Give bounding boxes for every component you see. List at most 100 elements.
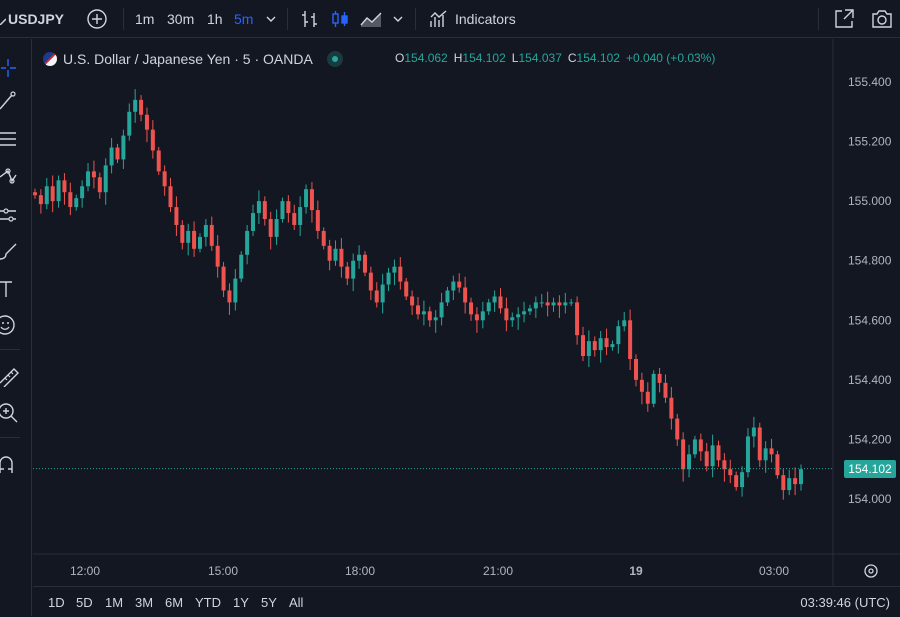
candle-body (728, 469, 733, 476)
x-tick-label: 18:00 (345, 564, 375, 578)
candle-body (233, 278, 238, 303)
toolbar-divider (0, 349, 20, 350)
candle-body (274, 219, 279, 237)
magnet-icon[interactable] (0, 453, 24, 477)
candle-body (486, 302, 491, 312)
range-1m[interactable]: 1M (105, 594, 124, 610)
candle-body (616, 326, 621, 345)
range-5d[interactable]: 5D (76, 594, 93, 610)
indicators-icon[interactable] (428, 8, 450, 30)
bar-chart-type-icon[interactable] (299, 8, 321, 30)
candle-body (180, 224, 185, 243)
fib-retracement-icon[interactable] (0, 127, 24, 151)
candle-body (168, 186, 173, 208)
candle-body (716, 445, 721, 461)
text-tool-icon[interactable] (0, 277, 24, 301)
last-price-tag: 154.102 (844, 459, 896, 478)
candle-body (197, 236, 202, 249)
candle-body (144, 114, 149, 130)
camera-icon[interactable] (870, 7, 894, 31)
candle-body (309, 189, 314, 211)
chart-legend: U.S. Dollar / Japanese Yen · 5 · OANDA (43, 51, 343, 67)
ruler-icon[interactable] (0, 363, 24, 388)
forecast-tool-icon[interactable] (0, 203, 24, 227)
brush-icon[interactable] (0, 239, 24, 263)
candle-body (533, 302, 538, 309)
toolbar-divider (0, 437, 20, 438)
candle-body (799, 469, 803, 485)
candle-body (657, 373, 662, 383)
candle-body (192, 230, 197, 249)
toolbar-divider (415, 8, 416, 30)
compare-add-icon[interactable] (86, 8, 108, 30)
emoji-icon[interactable] (0, 313, 24, 337)
settings-gear-icon[interactable] (862, 562, 880, 580)
utc-clock[interactable]: 03:39:46 (UTC) (800, 594, 890, 610)
candle-body (787, 478, 792, 491)
drawing-toolbar (0, 39, 32, 616)
ohlc-readout: O154.062 H154.102 L154.037 C154.102 +0.0… (395, 51, 715, 65)
candle-body (115, 147, 120, 160)
symbol-button[interactable]: USDJPY (8, 11, 65, 27)
y-tick-label: 155.400 (848, 75, 892, 89)
candles-chart-type-icon[interactable] (329, 8, 351, 30)
candle-body (651, 373, 656, 404)
range-all[interactable]: All (289, 594, 304, 610)
chart-pane[interactable]: 155.400 155.200 155.000 154.800 154.600 154.4… (33, 39, 900, 616)
candle-body (380, 284, 385, 303)
candle-body (133, 99, 138, 112)
candlestick-chart[interactable]: 155.400 155.200 155.000 154.800 154.600 154.4… (33, 39, 900, 586)
candle-body (639, 379, 644, 392)
candle-body (386, 272, 391, 285)
range-3m[interactable]: 3M (135, 594, 154, 610)
range-1d[interactable]: 1D (48, 594, 65, 610)
fullscreen-icon[interactable] (832, 7, 856, 31)
candle-body (769, 448, 774, 455)
candle-body (33, 192, 37, 196)
candle-body (433, 317, 438, 321)
candle-body (793, 478, 798, 485)
indicators-button[interactable]: Indicators (455, 11, 516, 27)
range-6m[interactable]: 6M (165, 594, 184, 610)
chevron-down-icon[interactable] (264, 12, 278, 26)
area-chart-type-icon[interactable] (359, 8, 385, 30)
high-label: H (453, 51, 463, 65)
interval-1m[interactable]: 1m (135, 11, 155, 27)
candle-body (262, 201, 267, 220)
candle-body (174, 207, 179, 225)
candle-body (251, 213, 256, 231)
candle-body (704, 451, 709, 467)
candle-body (592, 341, 597, 351)
interval-1h[interactable]: 1h (207, 11, 223, 27)
candle-body (280, 201, 285, 220)
y-tick-label: 154.000 (848, 492, 892, 506)
candle-body (522, 311, 527, 315)
candle-body (221, 266, 226, 291)
interval-30m[interactable]: 30m (167, 11, 195, 27)
trend-line-icon[interactable] (0, 89, 24, 113)
toolbar-divider (818, 8, 819, 30)
interval-5m[interactable]: 5m (234, 11, 254, 27)
candle-body (557, 302, 562, 306)
range-1y[interactable]: 1Y (233, 594, 249, 610)
candle-body (763, 448, 768, 461)
candle-body (663, 382, 668, 398)
candle-body (62, 180, 67, 193)
crosshair-icon[interactable] (0, 55, 24, 79)
candle-body (315, 210, 320, 231)
candle-body (304, 189, 309, 208)
candle-body (775, 454, 780, 476)
candle-body (416, 305, 420, 315)
zoom-in-icon[interactable] (0, 401, 24, 425)
candle-body (516, 314, 521, 318)
candle-body (545, 302, 550, 306)
y-tick-label: 155.000 (848, 194, 892, 208)
close-label: C (567, 51, 577, 65)
range-5y[interactable]: 5Y (261, 594, 277, 610)
range-ytd[interactable]: YTD (195, 594, 221, 610)
candle-body (745, 436, 750, 473)
y-tick-label: 154.400 (848, 373, 892, 387)
pattern-tool-icon[interactable] (0, 165, 24, 189)
chevron-down-icon[interactable] (391, 12, 405, 26)
symbol-search-icon[interactable] (0, 13, 6, 25)
